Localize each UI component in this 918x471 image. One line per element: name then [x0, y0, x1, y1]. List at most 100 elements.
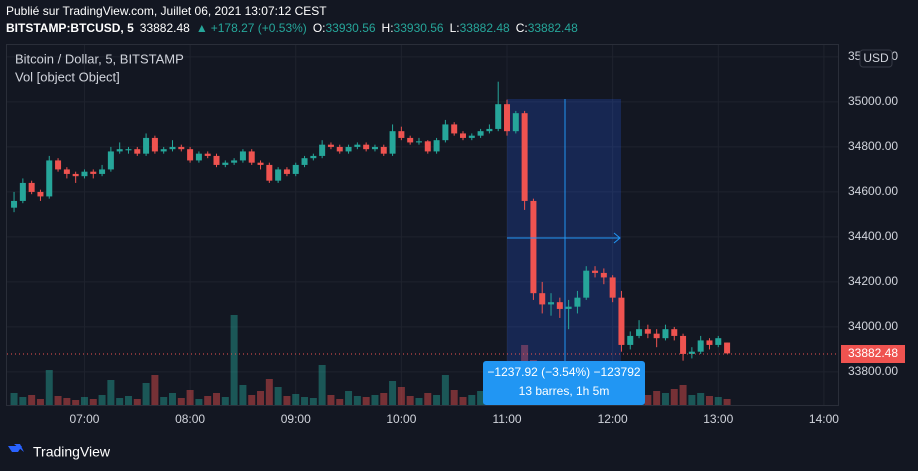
- candle-body: [319, 144, 326, 156]
- volume-bar: [397, 387, 405, 405]
- candle-body: [407, 137, 414, 143]
- candle-body: [653, 333, 660, 339]
- volume-bar: [380, 393, 388, 405]
- candle-body: [688, 351, 695, 354]
- candle-body: [706, 340, 713, 345]
- candle-body: [195, 153, 202, 161]
- candle-body: [424, 141, 431, 152]
- measure-line1: −1237.92 (−3.54%) −123792: [487, 365, 640, 379]
- volume-bar: [345, 391, 353, 405]
- volume-bar: [160, 397, 168, 405]
- y-tick-label: 34400.00: [848, 229, 898, 243]
- candle-body: [442, 124, 449, 141]
- volume-bar: [441, 375, 449, 405]
- volume-bar: [406, 396, 414, 405]
- volume-bar: [89, 399, 97, 405]
- candle-body: [275, 169, 282, 181]
- volume-bar: [309, 398, 317, 405]
- candle-body: [81, 171, 88, 177]
- volume-bar: [389, 381, 397, 405]
- candle-body: [354, 144, 361, 147]
- candle-body: [574, 297, 581, 307]
- volume-bar: [45, 370, 53, 405]
- candle-body: [283, 169, 290, 174]
- candle-body: [644, 329, 651, 334]
- candle-body: [371, 146, 378, 150]
- measure-label-box: [483, 361, 645, 405]
- candle-body: [187, 149, 194, 161]
- candle-body: [724, 342, 731, 354]
- candle-body: [468, 135, 475, 138]
- candle-body: [327, 144, 334, 147]
- candle-body: [310, 155, 317, 159]
- candle-body: [213, 155, 220, 165]
- volume-bar: [230, 315, 238, 405]
- volume-bar: [327, 395, 335, 405]
- volume-bar: [424, 393, 432, 405]
- y-tick-label: 34200.00: [848, 274, 898, 288]
- volume-bar: [292, 394, 300, 405]
- change: +178.27 (+0.53%): [211, 21, 307, 35]
- volume-bar: [415, 398, 423, 405]
- volume-bar: [371, 395, 379, 405]
- l-value: 33882.48: [460, 21, 510, 35]
- candle-body: [680, 335, 687, 354]
- candle-body: [11, 200, 18, 208]
- candle-body: [55, 160, 62, 170]
- x-tick-label: 11:00: [492, 412, 521, 426]
- volume-bar: [714, 397, 722, 405]
- symbol: BITSTAMP:BTCUSD, 5: [6, 21, 134, 35]
- candle-body: [363, 144, 370, 150]
- candle-body: [301, 158, 308, 165]
- volume-bar: [151, 375, 159, 405]
- volume-bar: [468, 395, 476, 405]
- candle-body: [636, 329, 643, 336]
- volume-bar: [168, 393, 176, 405]
- volume-bar: [195, 399, 203, 405]
- candle-body: [28, 182, 35, 192]
- candle-body: [231, 160, 238, 163]
- o-value: 33930.56: [325, 21, 375, 35]
- candle-body: [565, 306, 572, 309]
- logo: [8, 444, 24, 452]
- y-tick-label: 34000.00: [848, 319, 898, 333]
- volume-bar: [459, 397, 467, 405]
- candle-body: [178, 146, 185, 150]
- candle-body: [459, 133, 466, 138]
- x-tick-label: 13:00: [703, 412, 733, 426]
- volume-bar: [19, 397, 27, 405]
- candle-body: [345, 146, 352, 152]
- candle-body: [90, 171, 97, 174]
- last: 33882.48: [140, 21, 190, 35]
- x-tick-label: 10:00: [386, 412, 416, 426]
- l-label: L:: [450, 21, 460, 35]
- candle-body: [539, 293, 546, 305]
- candle-body: [239, 151, 246, 161]
- volume-bar: [248, 395, 256, 405]
- volume-bar: [177, 398, 185, 405]
- y-tick-label: 33800.00: [848, 364, 898, 378]
- volume-bar: [362, 397, 370, 405]
- volume-bar: [239, 385, 247, 405]
- volume-bar: [301, 397, 309, 405]
- volume-bar: [679, 385, 687, 405]
- volume-bar: [116, 398, 124, 405]
- candle-body: [592, 270, 599, 273]
- candle-body: [125, 149, 132, 151]
- volume-bar: [274, 387, 282, 405]
- volume-bar: [204, 396, 212, 405]
- x-tick-label: 07:00: [69, 412, 99, 426]
- candle-body: [504, 104, 511, 132]
- candle-body: [72, 173, 79, 177]
- candle-body: [662, 329, 669, 339]
- volume-bar: [63, 398, 71, 405]
- candle-body: [336, 146, 343, 152]
- currency-badge: [859, 49, 893, 68]
- c-label: C:: [516, 21, 528, 35]
- volume-bar: [705, 396, 713, 405]
- volume-bar: [186, 390, 194, 405]
- candle-body: [389, 131, 396, 154]
- volume-bar: [644, 395, 652, 405]
